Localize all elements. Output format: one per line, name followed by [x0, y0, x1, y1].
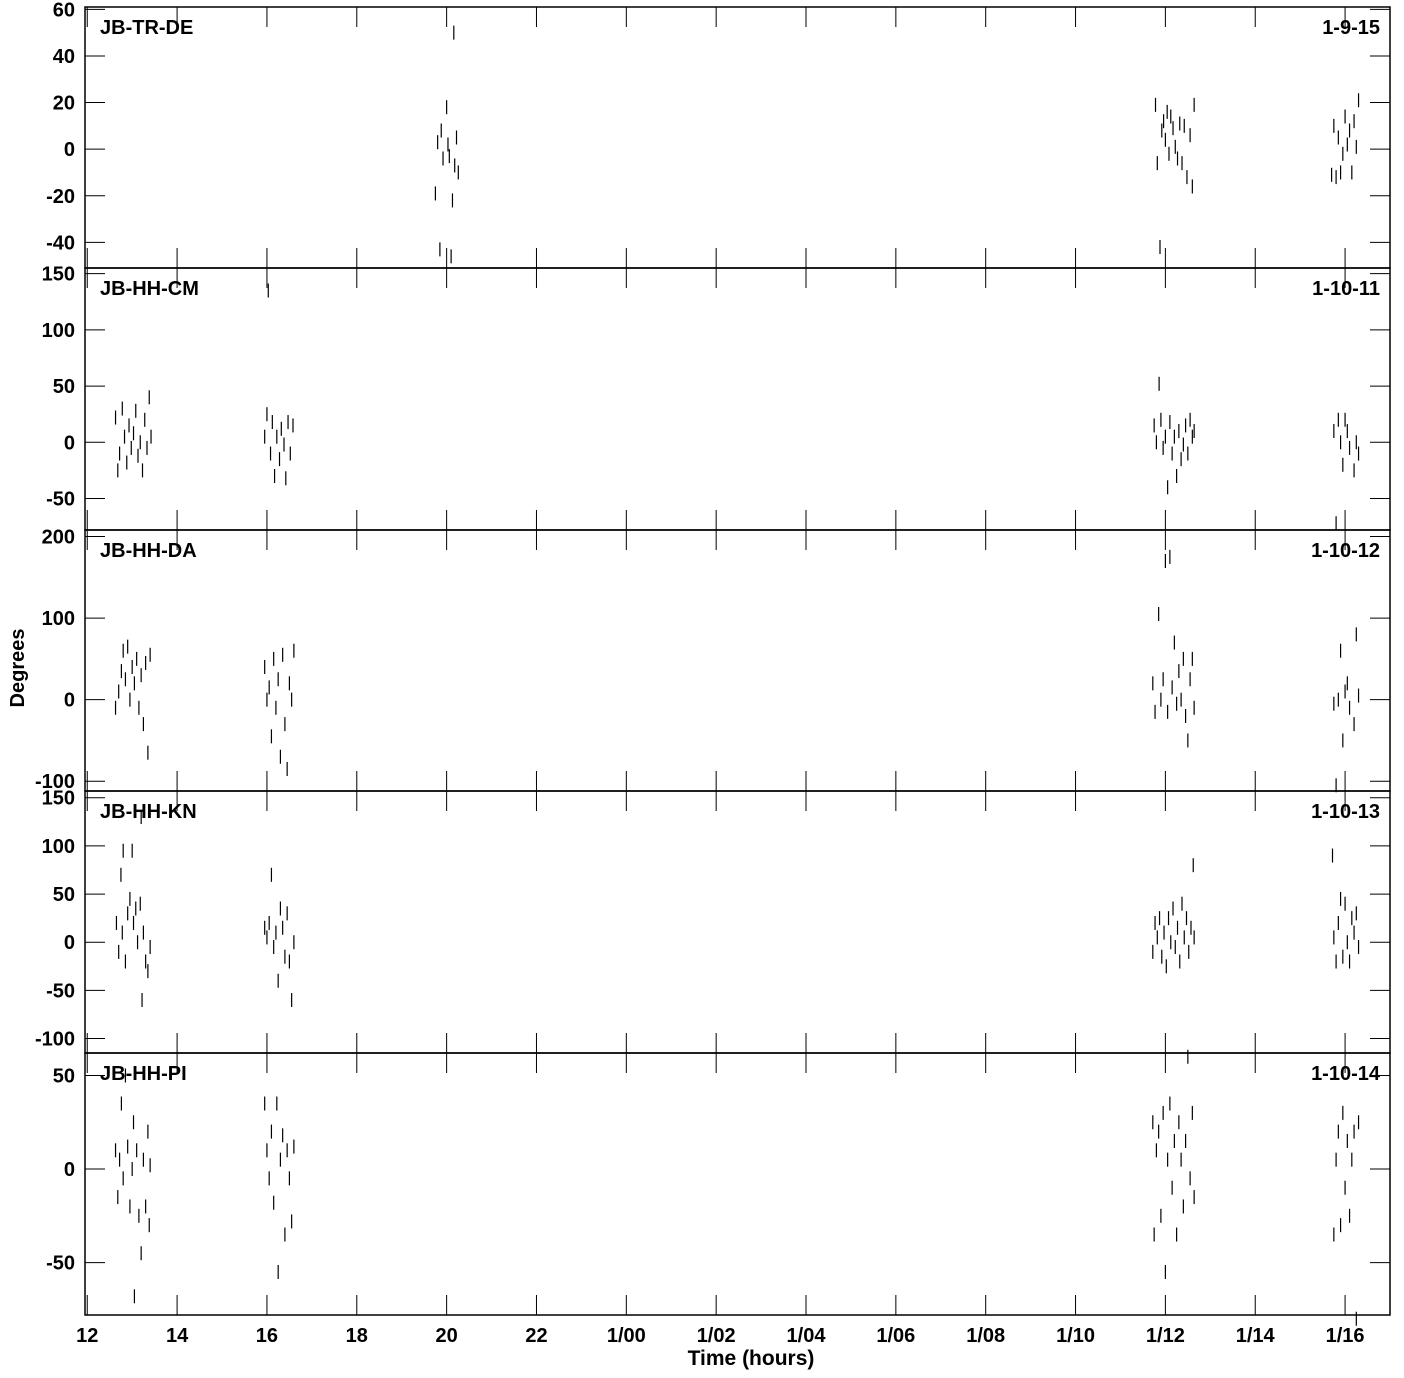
x-tick-label: 1/04	[787, 1325, 827, 1347]
x-tick-label: 22	[525, 1325, 547, 1347]
y-tick-label: -20	[46, 186, 75, 208]
panel-4: 150 100 50 0 -50 -100 JB-HH-KN 1-10-13	[35, 788, 1391, 1054]
x-tick-label: 1/00	[607, 1325, 646, 1347]
x-tick-label: 1/02	[697, 1325, 736, 1347]
x-tick-label: 1/08	[966, 1325, 1005, 1347]
x-tick-label: 1/10	[1056, 1325, 1095, 1347]
baseline-code: 1-9-15	[1322, 17, 1380, 39]
baseline-label: JB-HH-KN	[100, 801, 197, 823]
y-tick-label: 150	[42, 264, 75, 286]
x-tick-label: 14	[166, 1325, 189, 1347]
y-tick-label: 40	[53, 46, 75, 68]
y-tick-label: 100	[42, 836, 75, 858]
x-tick-label: 1/06	[876, 1325, 915, 1347]
y-tick-label: 0	[64, 1159, 75, 1181]
y-tick-label: -100	[35, 1029, 75, 1051]
y-tick-label: 20	[53, 93, 75, 115]
panel-frame	[84, 6, 1391, 269]
baseline-code: 1-10-13	[1311, 801, 1380, 823]
y-tick-label: 200	[42, 527, 75, 549]
panel-frame	[84, 790, 1391, 1054]
panel-1: 60 40 20 0 -20 -40 JB-TR-DE 1-9-15	[46, 0, 1391, 269]
y-tick-label: 50	[53, 884, 75, 906]
baseline-label: JB-HH-DA	[100, 540, 197, 562]
panel-3: 200 100 0 -100 JB-HH-DA 1-10-12	[35, 527, 1391, 793]
x-tick-label: 1/12	[1146, 1325, 1185, 1347]
x-tick-label: 1/16	[1326, 1325, 1365, 1347]
y-tick-label: 100	[42, 320, 75, 342]
panel-frame	[84, 1052, 1391, 1316]
y-tick-label: -40	[46, 232, 75, 254]
panel-2: 150 100 50 0 -50 JB-HH-CM 1-10-11	[42, 264, 1391, 531]
y-tick-label: 0	[64, 932, 75, 954]
x-axis-label: Time (hours)	[688, 1347, 815, 1370]
y-tick-label: 0	[64, 432, 75, 454]
baseline-code: 1-10-14	[1311, 1063, 1381, 1085]
baseline-label: JB-TR-DE	[100, 17, 193, 39]
y-tick-label: 150	[42, 788, 75, 810]
panel-5: 50 0 -50 JB-HH-PI 1-10-14	[46, 1049, 1391, 1326]
x-tick-label: 18	[346, 1325, 368, 1347]
baseline-label: JB-HH-CM	[100, 278, 199, 300]
x-tick-label: 16	[256, 1325, 278, 1347]
y-tick-label: -50	[46, 489, 75, 511]
baseline-code: 1-10-11	[1312, 278, 1380, 300]
baseline-label: JB-HH-PI	[100, 1063, 187, 1085]
y-tick-label: -50	[46, 980, 75, 1002]
y-tick-label: 50	[53, 1065, 75, 1087]
y-tick-label: 50	[53, 376, 75, 398]
panel-frame	[84, 267, 1391, 531]
y-tick-label: -50	[46, 1253, 75, 1275]
y-axis-label: Degrees	[7, 629, 29, 708]
x-tick-label: 20	[436, 1325, 458, 1347]
y-tick-label: 60	[53, 0, 75, 21]
y-tick-label: 100	[42, 608, 75, 630]
x-tick-label: 1/14	[1236, 1325, 1276, 1347]
x-tick-label: 12	[76, 1325, 98, 1347]
y-tick-label: 0	[64, 690, 75, 712]
y-tick-label: 0	[64, 139, 75, 161]
y-tick-label: -100	[35, 771, 75, 793]
baseline-code: 1-10-12	[1311, 540, 1380, 562]
